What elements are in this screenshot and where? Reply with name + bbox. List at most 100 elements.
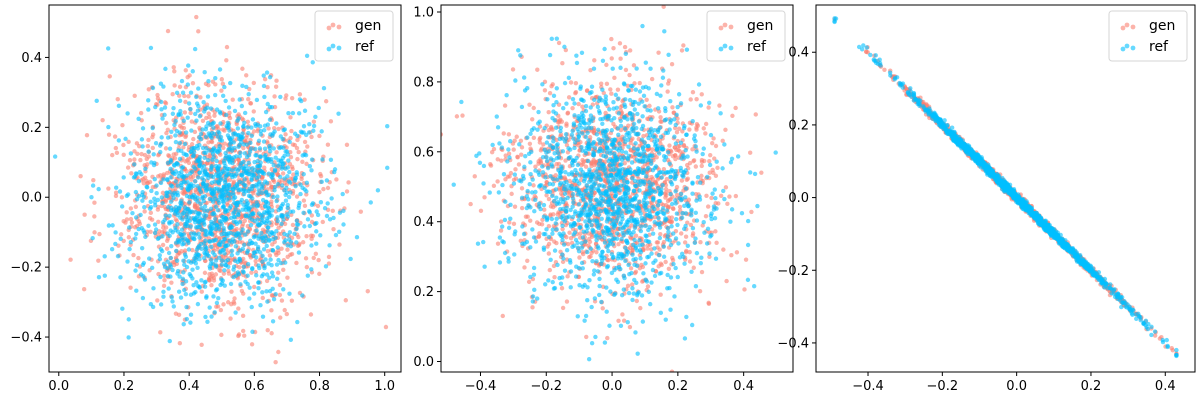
point-ref xyxy=(459,99,464,105)
point-ref xyxy=(477,151,482,156)
point-gen xyxy=(625,83,630,89)
point-gen xyxy=(649,76,655,82)
point-ref xyxy=(285,233,290,238)
point-gen xyxy=(303,256,309,261)
point-gen xyxy=(681,43,686,48)
point-ref xyxy=(200,127,205,132)
point-ref xyxy=(253,146,258,152)
point-ref xyxy=(481,239,486,245)
point-ref xyxy=(327,243,332,248)
point-gen xyxy=(576,101,581,107)
point-ref xyxy=(569,132,575,138)
point-ref xyxy=(570,214,576,220)
point-ref xyxy=(208,106,214,111)
point-ref xyxy=(260,259,265,264)
point-gen xyxy=(207,115,212,120)
point-gen xyxy=(165,28,171,34)
point-ref xyxy=(250,117,256,122)
point-ref xyxy=(615,126,621,131)
point-ref xyxy=(181,179,186,184)
point-ref xyxy=(242,151,248,156)
point-gen xyxy=(221,271,227,276)
point-gen xyxy=(703,121,709,127)
point-ref xyxy=(241,187,247,192)
point-ref xyxy=(594,132,600,137)
point-gen xyxy=(251,129,257,134)
point-ref xyxy=(171,105,176,111)
point-ref xyxy=(240,83,245,89)
point-ref xyxy=(206,79,211,84)
point-ref xyxy=(221,184,226,189)
point-ref xyxy=(109,247,115,252)
point-gen xyxy=(507,220,512,225)
point-gen xyxy=(160,190,166,196)
point-ref xyxy=(301,171,306,177)
point-ref xyxy=(216,296,221,301)
point-ref xyxy=(168,274,173,279)
point-ref xyxy=(698,180,703,185)
point-ref xyxy=(263,189,269,194)
point-gen xyxy=(131,252,136,258)
point-gen xyxy=(183,99,188,105)
point-ref xyxy=(287,230,293,235)
point-gen xyxy=(690,147,695,152)
point-ref xyxy=(677,255,683,260)
point-gen xyxy=(501,131,506,136)
point-ref xyxy=(568,207,573,213)
point-gen xyxy=(240,328,246,334)
point-ref xyxy=(232,239,237,244)
point-gen xyxy=(573,80,579,86)
point-gen xyxy=(550,204,556,210)
point-ref xyxy=(671,261,676,267)
point-ref xyxy=(160,116,165,121)
point-ref xyxy=(169,243,174,249)
point-gen xyxy=(212,113,217,118)
point-ref xyxy=(229,248,235,254)
point-gen xyxy=(723,185,729,190)
point-ref xyxy=(282,127,287,132)
point-ref xyxy=(304,180,310,186)
point-ref xyxy=(237,258,243,263)
point-ref xyxy=(310,201,316,206)
point-ref xyxy=(231,219,237,224)
point-ref xyxy=(578,225,583,230)
point-ref xyxy=(245,201,251,206)
point-gen xyxy=(727,194,732,199)
point-gen xyxy=(584,334,589,340)
point-ref xyxy=(213,237,219,242)
point-ref xyxy=(203,106,208,112)
point-gen xyxy=(308,312,314,317)
point-ref xyxy=(546,278,551,283)
point-ref xyxy=(729,156,735,162)
point-gen xyxy=(495,179,500,184)
point-gen xyxy=(627,48,633,53)
point-ref xyxy=(295,222,301,227)
point-ref xyxy=(215,222,220,228)
point-ref xyxy=(634,66,639,71)
point-gen xyxy=(592,58,597,63)
point-ref xyxy=(251,203,257,208)
point-ref xyxy=(309,243,314,248)
point-gen xyxy=(530,305,535,310)
point-ref xyxy=(240,207,245,212)
point-ref xyxy=(218,282,223,288)
point-ref xyxy=(251,291,257,296)
point-ref xyxy=(202,70,207,75)
point-gen xyxy=(688,97,693,102)
point-ref xyxy=(255,169,260,174)
point-ref xyxy=(693,144,698,149)
point-ref xyxy=(139,245,145,251)
point-ref xyxy=(222,177,228,183)
point-ref xyxy=(531,235,537,240)
point-ref xyxy=(167,146,173,151)
point-gen xyxy=(236,306,241,311)
point-ref xyxy=(269,171,275,177)
point-gen xyxy=(591,157,596,163)
point-gen xyxy=(482,195,487,200)
point-ref xyxy=(285,165,291,170)
point-ref xyxy=(239,197,245,203)
point-ref xyxy=(239,173,245,178)
point-ref xyxy=(223,189,228,194)
point-ref xyxy=(245,125,250,130)
point-ref xyxy=(253,241,258,246)
